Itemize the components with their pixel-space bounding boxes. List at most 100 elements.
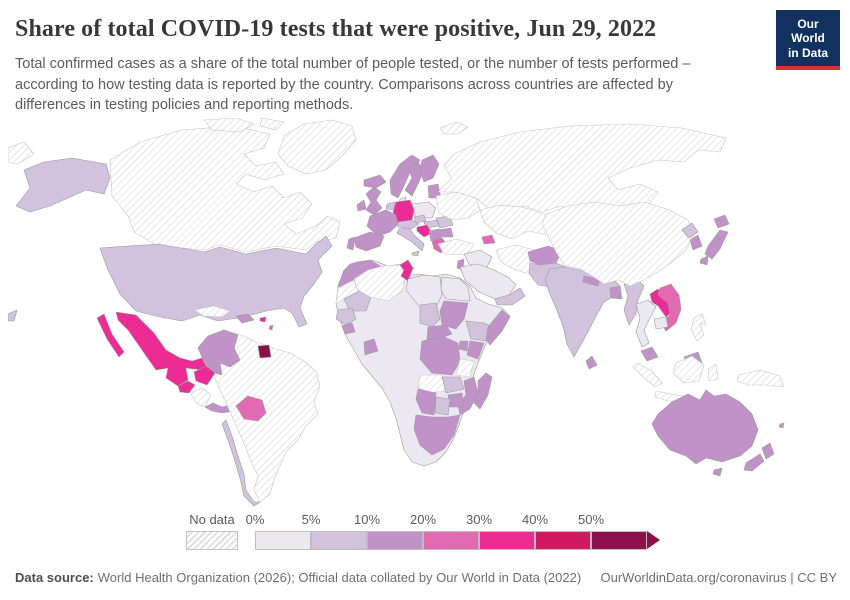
country-italy[interactable]	[396, 227, 425, 252]
country-madagascar[interactable]	[473, 372, 493, 410]
country-namibia[interactable]	[415, 388, 437, 416]
country-yemen-oman[interactable]	[494, 287, 526, 306]
legend-bin-5[interactable]	[535, 531, 591, 550]
country-canada-arctic-islands[interactable]	[259, 118, 285, 131]
country-saudi-arabia[interactable]	[459, 263, 517, 300]
country-tanzania[interactable]	[455, 358, 475, 378]
country-united-kingdom[interactable]	[365, 186, 383, 216]
country-kenya[interactable]	[466, 340, 485, 360]
footer-credit-link[interactable]: OurWorldinData.org/coronavirus | CC BY	[600, 570, 837, 585]
country-australia[interactable]	[651, 389, 759, 465]
country-russia[interactable]	[437, 123, 727, 213]
country-suriname[interactable]	[257, 344, 272, 359]
country-dominican-republic[interactable]	[235, 313, 255, 324]
country-bolivia[interactable]	[235, 395, 267, 422]
legend-bin-4[interactable]	[479, 531, 535, 550]
country-mexico-baja[interactable]	[96, 313, 125, 358]
legend-bin-3[interactable]	[423, 531, 479, 550]
country-senegal-guinea[interactable]	[335, 307, 357, 326]
country-ghana-togo[interactable]	[363, 338, 379, 356]
country-pacific-islands[interactable]	[8, 309, 18, 322]
legend-no-data-swatch[interactable]	[186, 531, 238, 550]
country-france[interactable]	[366, 209, 399, 237]
country-benelux[interactable]	[385, 201, 396, 211]
country-turkey[interactable]	[437, 238, 475, 256]
legend-tick: 10%	[353, 512, 381, 527]
country-angola[interactable]	[417, 374, 447, 394]
country-sweden[interactable]	[404, 161, 425, 197]
country-svalbard[interactable]	[439, 121, 469, 135]
country-japan-kyushu[interactable]	[699, 255, 709, 266]
country-ecuador[interactable]	[193, 365, 216, 386]
country-mexico[interactable]	[115, 311, 211, 387]
country-lesser-antilles[interactable]	[268, 324, 274, 331]
country-portugal[interactable]	[346, 236, 356, 251]
country-chad[interactable]	[419, 302, 441, 328]
legend-bin-1[interactable]	[311, 531, 367, 550]
country-new-zealand-north[interactable]	[761, 442, 775, 460]
country-ireland[interactable]	[356, 199, 367, 212]
country-poland[interactable]	[411, 201, 437, 219]
country-croatia[interactable]	[416, 224, 433, 238]
country-uganda[interactable]	[458, 340, 469, 352]
country-honduras-nicaragua[interactable]	[189, 387, 212, 408]
country-north-korea[interactable]	[681, 222, 699, 239]
country-cuba[interactable]	[193, 305, 231, 318]
legend-bin-2[interactable]	[367, 531, 423, 550]
country-thailand[interactable]	[635, 299, 657, 348]
country-greenland[interactable]	[277, 119, 357, 175]
owid-logo[interactable]: Our World in Data	[776, 10, 840, 71]
country-czechia[interactable]	[413, 214, 427, 224]
country-indonesia-borneo[interactable]	[672, 355, 705, 384]
country-indonesia-sulawesi[interactable]	[707, 363, 719, 382]
country-zambia[interactable]	[441, 376, 465, 394]
country-romania[interactable]	[435, 215, 454, 229]
country-drc[interactable]	[419, 336, 461, 376]
country-switzerland-austria[interactable]	[397, 219, 420, 230]
country-central-african-republic[interactable]	[426, 324, 453, 341]
country-vietnam[interactable]	[657, 283, 682, 332]
country-puerto-rico[interactable]	[259, 316, 267, 323]
legend-color-bar[interactable]	[255, 531, 660, 550]
country-libya[interactable]	[405, 274, 443, 308]
country-finland[interactable]	[419, 154, 440, 183]
legend-bin-0[interactable]	[255, 531, 311, 550]
country-papua-new-guinea[interactable]	[736, 369, 785, 388]
country-iraq-syria[interactable]	[463, 249, 493, 270]
country-western-sahara[interactable]	[335, 279, 359, 305]
country-zimbabwe[interactable]	[447, 392, 465, 408]
country-egypt[interactable]	[440, 276, 471, 302]
country-sri-lanka[interactable]	[585, 355, 598, 370]
country-canada-arctic-islands[interactable]	[203, 118, 255, 133]
country-indonesia-sumatra[interactable]	[632, 362, 663, 388]
country-azerbaijan[interactable]	[481, 234, 496, 245]
country-australia-tasmania[interactable]	[712, 467, 723, 477]
country-japan-hokkaido[interactable]	[713, 214, 730, 229]
country-guatemala[interactable]	[177, 380, 196, 394]
legend-bin-6[interactable]	[591, 531, 647, 550]
country-south-korea[interactable]	[689, 234, 703, 251]
country-botswana[interactable]	[434, 396, 451, 416]
country-bulgaria[interactable]	[436, 227, 454, 238]
country-philippines[interactable]	[690, 313, 707, 342]
country-somalia[interactable]	[485, 309, 511, 346]
country-italy-sicily[interactable]	[411, 250, 420, 257]
country-bangladesh[interactable]	[609, 285, 623, 300]
country-chile[interactable]	[221, 419, 261, 507]
country-fiji[interactable]	[778, 422, 785, 429]
country-usa[interactable]	[99, 235, 333, 328]
country-south-africa[interactable]	[413, 414, 461, 456]
country-malaysia[interactable]	[640, 346, 659, 362]
country-japan-honshu[interactable]	[704, 229, 729, 260]
country-sudan[interactable]	[439, 300, 469, 330]
country-cambodia[interactable]	[653, 316, 669, 330]
country-usa-alaska[interactable]	[15, 157, 111, 213]
country-algeria[interactable]	[353, 264, 407, 302]
country-sierra-leone-liberia[interactable]	[341, 322, 356, 335]
country-new-zealand-south[interactable]	[743, 453, 765, 472]
country-canada[interactable]	[109, 125, 341, 253]
country-russia-chukotka[interactable]	[8, 141, 35, 165]
country-iceland[interactable]	[363, 174, 387, 189]
country-china-mongolia[interactable]	[541, 201, 695, 287]
country-spain[interactable]	[353, 231, 385, 252]
